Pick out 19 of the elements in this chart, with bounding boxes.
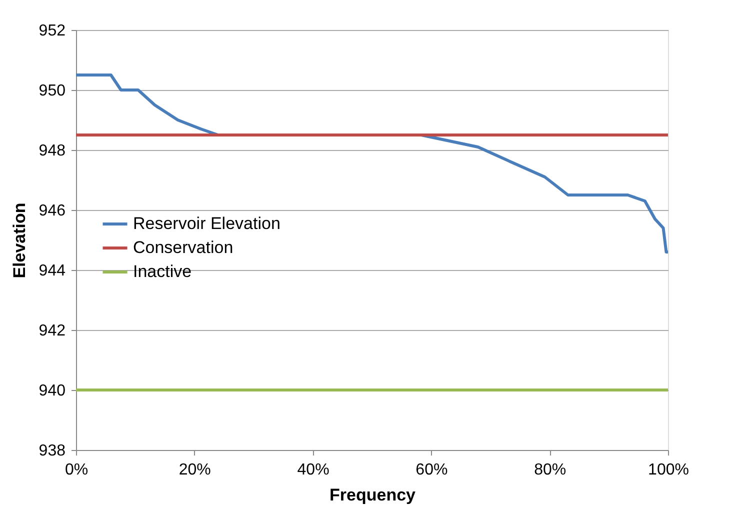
y-tick-label: 944: [38, 262, 66, 280]
legend-label: Reservoir Elevation: [133, 214, 280, 233]
x-tick-label: 40%: [297, 462, 330, 478]
x-tick-label: 100%: [648, 462, 689, 478]
y-tick-label: 948: [38, 142, 66, 160]
y-axis-title: Elevation: [10, 202, 29, 278]
y-tick-label: 938: [38, 442, 66, 460]
x-tick-label: 0%: [64, 462, 88, 478]
legend-label: Inactive: [133, 262, 192, 281]
x-tick-label: 60%: [416, 462, 448, 478]
y-tick-label: 946: [38, 202, 66, 220]
y-tick-label: 940: [38, 382, 66, 400]
legend-label: Conservation: [133, 238, 234, 257]
y-tick-label: 952: [38, 22, 66, 40]
x-axis-title: Frequency: [330, 486, 416, 504]
x-tick-label: 20%: [178, 462, 211, 478]
y-tick-label: 950: [38, 82, 66, 100]
x-tick-label: 80%: [534, 462, 566, 478]
y-tick-label: 942: [38, 322, 66, 340]
